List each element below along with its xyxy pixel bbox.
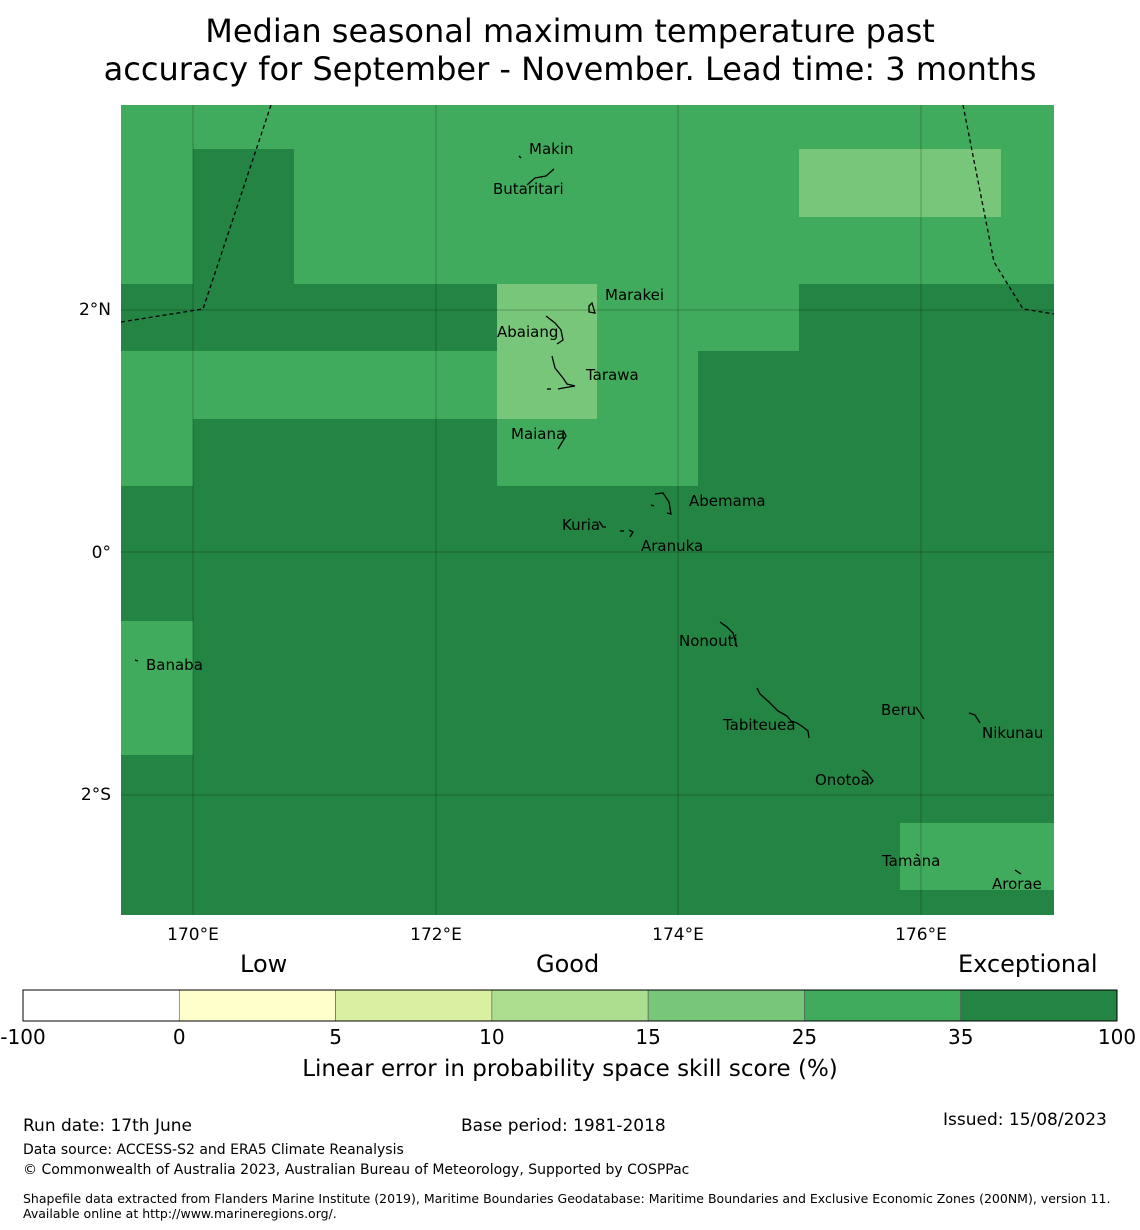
colorbar: -100 0 5 10 15 25 35 100 [0, 989, 1136, 1049]
data-source: Data source: ACCESS-S2 and ERA5 Climate … [23, 1142, 404, 1158]
colorbar-tick-label: -100 [0, 1025, 45, 1049]
colorbar-segment [804, 989, 962, 1022]
island-label-onotoa: Onotoa [815, 771, 870, 789]
colorbar-tick-label: 35 [948, 1025, 973, 1049]
island-label-arorae: Arorae [992, 875, 1042, 893]
colorbar-tick-label: 100 [1098, 1025, 1136, 1049]
map-title-line-2: accuracy for September - November. Lead … [103, 50, 1037, 88]
colorbar-tick-label: 15 [635, 1025, 660, 1049]
island-label-butaritari: Butaritari [493, 180, 564, 198]
island-label-nikunau: Nikunau [982, 724, 1043, 742]
colorbar-tick-label: 0 [173, 1025, 186, 1049]
copyright: © Commonwealth of Australia 2023, Austra… [23, 1162, 690, 1178]
lat-tick-label: 0° [92, 543, 111, 563]
eez-boundary [121, 105, 1054, 323]
lat-tick-label: 2°S [81, 785, 111, 805]
skill-cell-very-good [597, 351, 698, 486]
island-label-tabiteuea: Tabiteuea [722, 716, 796, 734]
colorbar-segment [178, 989, 336, 1022]
island-label-marakei: Marakei [605, 286, 664, 304]
island-label-tamana: Tamana [881, 852, 940, 870]
skill-cell-very-good [900, 823, 1054, 890]
shapefile-credit: Shapefile data extracted from Flanders M… [23, 1191, 1111, 1221]
island-label-abemama: Abemama [689, 492, 766, 510]
colorbar-category-low: Low [240, 950, 288, 978]
island-label-beru: Beru [881, 701, 916, 719]
skill-cell-exceptional [193, 149, 294, 284]
lon-tick-label: 170°E [167, 925, 219, 945]
island-label-nonouti: Nonouti [679, 632, 738, 650]
skill-cell-very-good [497, 419, 597, 486]
colorbar-category-exceptional: Exceptional [958, 950, 1098, 978]
island-label-aranuka: Aranuka [641, 537, 703, 555]
skill-cell-very-good [121, 419, 193, 486]
colorbar-segment [960, 989, 1118, 1022]
skill-cell-good [799, 149, 1001, 217]
skill-cell-very-good [121, 351, 497, 419]
run-date: Run date: 17th June [23, 1116, 192, 1136]
skill-map: Makin Butaritari Marakei Abaiang Tarawa … [79, 105, 1054, 945]
island-outlines [134, 155, 1022, 875]
lon-tick-label: 176°E [895, 925, 947, 945]
colorbar-tick-label: 10 [479, 1025, 504, 1049]
skill-cell-very-good [597, 284, 799, 351]
colorbar-category-good: Good [536, 950, 600, 978]
island-label-makin: Makin [529, 140, 574, 158]
colorbar-tick-label: 5 [329, 1025, 342, 1049]
skill-cell-good [497, 284, 597, 419]
island-label-banaba: Banaba [146, 656, 203, 674]
lat-tick-label: 2°N [79, 300, 111, 320]
base-period: Base period: 1981-2018 [461, 1116, 666, 1136]
skill-cell-very-good [121, 621, 193, 755]
island-label-abaiang: Abaiang [497, 323, 558, 341]
colorbar-segment [335, 989, 493, 1022]
island-label-maiana: Maiana [511, 425, 565, 443]
lon-tick-label: 172°E [410, 925, 462, 945]
colorbar-segment [491, 989, 649, 1022]
colorbar-segment [22, 989, 180, 1022]
colorbar-tick-label: 25 [792, 1025, 817, 1049]
colorbar-label: Linear error in probability space skill … [302, 1056, 838, 1082]
map-title-line-1: Median seasonal maximum temperature past [205, 12, 935, 50]
issued-date: Issued: 15/08/2023 [943, 1110, 1107, 1130]
island-label-tarawa: Tarawa [585, 366, 639, 384]
lon-tick-label: 174°E [652, 925, 704, 945]
island-label-kuria: Kuria [562, 516, 600, 534]
colorbar-segment [647, 989, 805, 1022]
